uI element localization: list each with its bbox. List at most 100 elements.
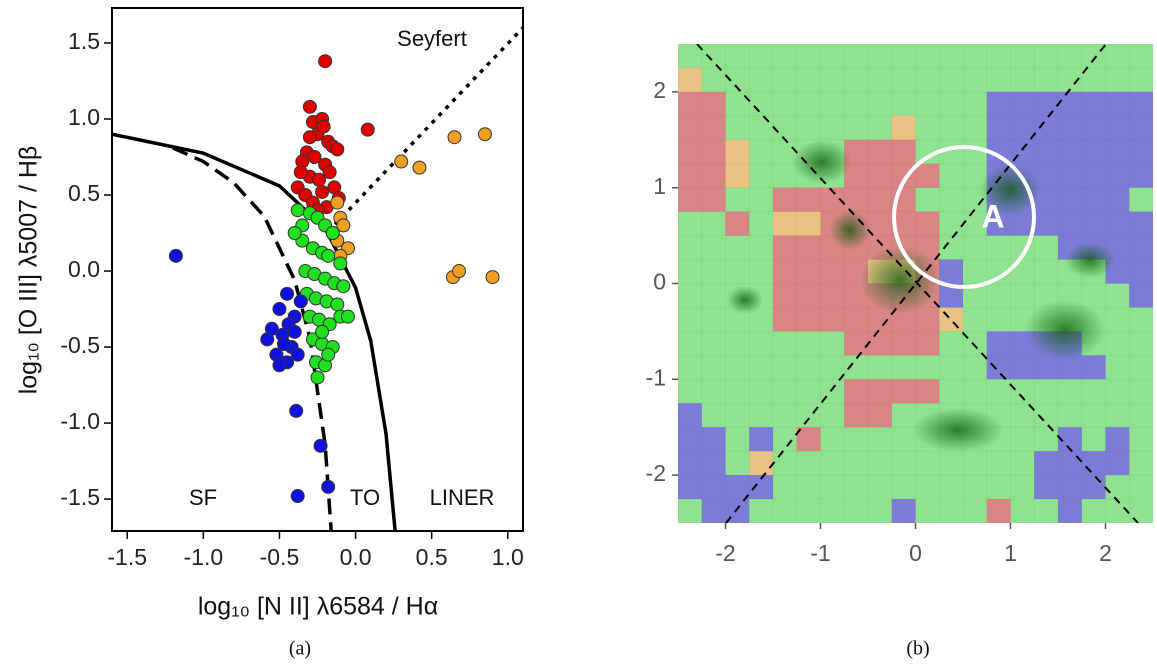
map-cell [772,355,798,381]
panel-b: A -2 -1 0 1 2 -2 -1 0 1 2 [646,44,1153,566]
map-cell [748,139,774,165]
map-cell [1105,283,1130,309]
map-cell [748,378,774,404]
map-cell [772,211,798,237]
scatter-point [452,264,467,279]
scatter-point [360,122,375,137]
map-cell [962,331,988,357]
map-cell [986,91,1012,117]
map-cell [820,426,845,452]
y-tick-label: 0.0 [68,256,100,282]
map-cell [725,91,750,117]
map-cell [843,91,869,117]
map-cell [1057,163,1083,189]
map-cell [986,450,1012,476]
scatter-point [290,347,305,362]
map-cell [1105,139,1130,165]
x-tick-label: 1 [1004,540,1017,566]
map-cell [1081,402,1107,428]
map-cell [891,331,917,357]
map-cell [796,44,822,69]
scatter-point [485,270,500,285]
scatter-point [477,127,492,142]
map-cell [867,402,893,428]
map-cell [725,355,750,381]
x-tick-label: 0.5 [416,544,448,570]
map-cell [1105,187,1130,213]
emission-blob [830,210,870,250]
caption: (a) [289,638,311,660]
map-cell [891,426,917,452]
map-cell [1010,355,1035,381]
map-cell [843,44,869,69]
map-cell [1010,67,1035,93]
map-cell [1128,259,1153,285]
map-cell [701,307,727,333]
scatter-point [318,54,333,69]
map-cell [772,67,798,93]
map-cell [1105,211,1130,237]
map-cell [1081,91,1107,117]
map-cell [725,44,750,69]
map-cell [748,163,774,189]
map-cell [678,498,703,523]
map-cell [962,67,988,93]
map-cell [962,235,988,261]
map-cell [938,331,964,357]
map-cell [820,259,845,285]
x-tick-label: 0.0 [340,544,372,570]
map-cell [1057,450,1083,476]
map-cell [986,115,1012,141]
scatter-point [289,403,304,418]
scatter-point [293,165,308,180]
map-cell [1033,91,1059,117]
map-cell [938,474,964,500]
map-cell [867,426,893,452]
map-cell [701,235,727,261]
map-cell [1010,283,1035,309]
map-cell [867,163,893,189]
map-cell [820,498,845,523]
map-cell [701,283,727,309]
map-cell [1105,163,1130,189]
map-cell [748,44,774,69]
map-cell [1010,498,1035,523]
map-cell [1010,115,1035,141]
map-cell [678,67,703,93]
map-cell [725,426,750,452]
map-cell [725,450,750,476]
map-cell [1033,498,1059,523]
map-cell [986,355,1012,381]
y-tick-label: 0.5 [68,180,100,206]
x-tick-label: 1.0 [492,544,524,570]
map-cell [843,331,869,357]
map-cell [796,498,822,523]
map-cell [915,307,940,333]
map-cell [1010,474,1035,500]
map-cell [1128,91,1153,117]
map-cell [938,259,964,285]
map-cell [678,378,703,404]
scatter-point [325,226,340,241]
map-cell [843,474,869,500]
map-cell [1128,163,1153,189]
map-cell [1105,450,1130,476]
map-cell [701,115,727,141]
map-cell [1033,44,1059,69]
map-cell [867,211,893,237]
map-cell [796,211,822,237]
map-cell [748,331,774,357]
map-cell [678,91,703,117]
map-cell [772,91,798,117]
map-cell [891,378,917,404]
map-cell [938,498,964,523]
map-cell [725,402,750,428]
map-cell [891,402,917,428]
map-cell [843,498,869,523]
map-cell [1081,187,1107,213]
map-cell [796,474,822,500]
map-cell [843,402,869,428]
scatter-point [310,370,325,385]
map-cell [986,44,1012,69]
